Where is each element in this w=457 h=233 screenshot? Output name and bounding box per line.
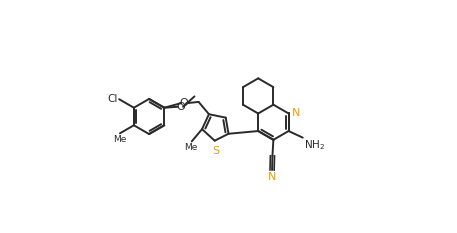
- Text: Me: Me: [113, 135, 126, 144]
- Text: Cl: Cl: [108, 94, 118, 104]
- Text: N: N: [268, 172, 276, 182]
- Text: O: O: [179, 98, 188, 108]
- Text: N: N: [292, 108, 300, 118]
- Text: S: S: [212, 146, 219, 156]
- Text: NH$_2$: NH$_2$: [304, 138, 325, 152]
- Text: O: O: [176, 102, 185, 112]
- Text: Me: Me: [185, 143, 198, 152]
